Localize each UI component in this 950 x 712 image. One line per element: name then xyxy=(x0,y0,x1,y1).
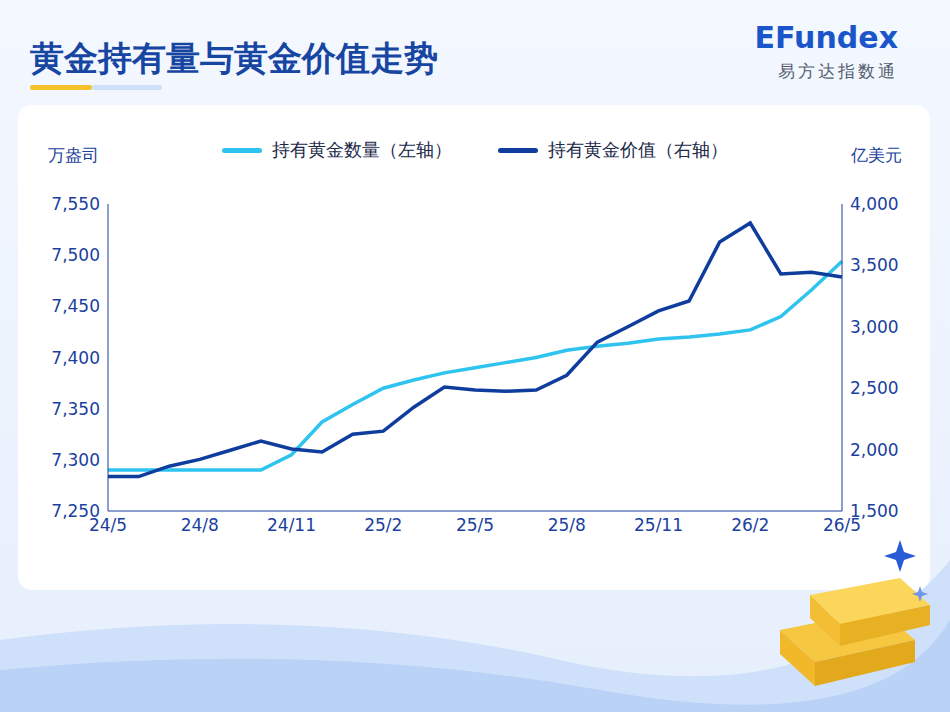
svg-text:7,550: 7,550 xyxy=(51,194,100,214)
svg-text:7,400: 7,400 xyxy=(51,348,100,368)
svg-text:24/8: 24/8 xyxy=(181,515,219,535)
html-text:持有黄金数量（左轴）: 持有黄金数量（左轴） xyxy=(272,139,452,160)
svg-text:7,250: 7,250 xyxy=(51,501,100,521)
svg-text:25/11: 25/11 xyxy=(634,515,683,535)
svg-text:24/11: 24/11 xyxy=(267,515,316,535)
svg-text:25/2: 25/2 xyxy=(364,515,402,535)
svg-text:3,500: 3,500 xyxy=(850,255,899,275)
svg-text:7,500: 7,500 xyxy=(51,245,100,265)
svg-text:3,000: 3,000 xyxy=(850,317,899,337)
html-text:易方达指数通: 易方达指数通 xyxy=(778,61,898,81)
svg-text:25/8: 25/8 xyxy=(548,515,586,535)
svg-text:26/5: 26/5 xyxy=(822,515,862,536)
html-text:万盎司: 万盎司 xyxy=(48,145,99,165)
svg-text:26/2: 26/2 xyxy=(731,515,769,535)
svg-text:1,500: 1,500 xyxy=(850,501,899,521)
svg-text:2,500: 2,500 xyxy=(850,378,899,398)
html-text:黄金持有量与黄金价值走势: 黄金持有量与黄金价值走势 xyxy=(30,38,438,78)
svg-text:2,000: 2,000 xyxy=(850,440,899,460)
svg-text:4,000: 4,000 xyxy=(850,194,899,214)
html-text:亿美元: 亿美元 xyxy=(851,145,902,165)
svg-text:7,300: 7,300 xyxy=(51,450,100,470)
svg-text:25/5: 25/5 xyxy=(456,515,494,535)
html-text:EFundex: EFundex xyxy=(754,20,898,55)
html-text:持有黄金价值（右轴）: 持有黄金价值（右轴） xyxy=(548,139,728,160)
svg-text:7,350: 7,350 xyxy=(51,399,100,419)
svg-text:7,450: 7,450 xyxy=(51,296,100,316)
svg-text:24/5: 24/5 xyxy=(88,515,128,536)
